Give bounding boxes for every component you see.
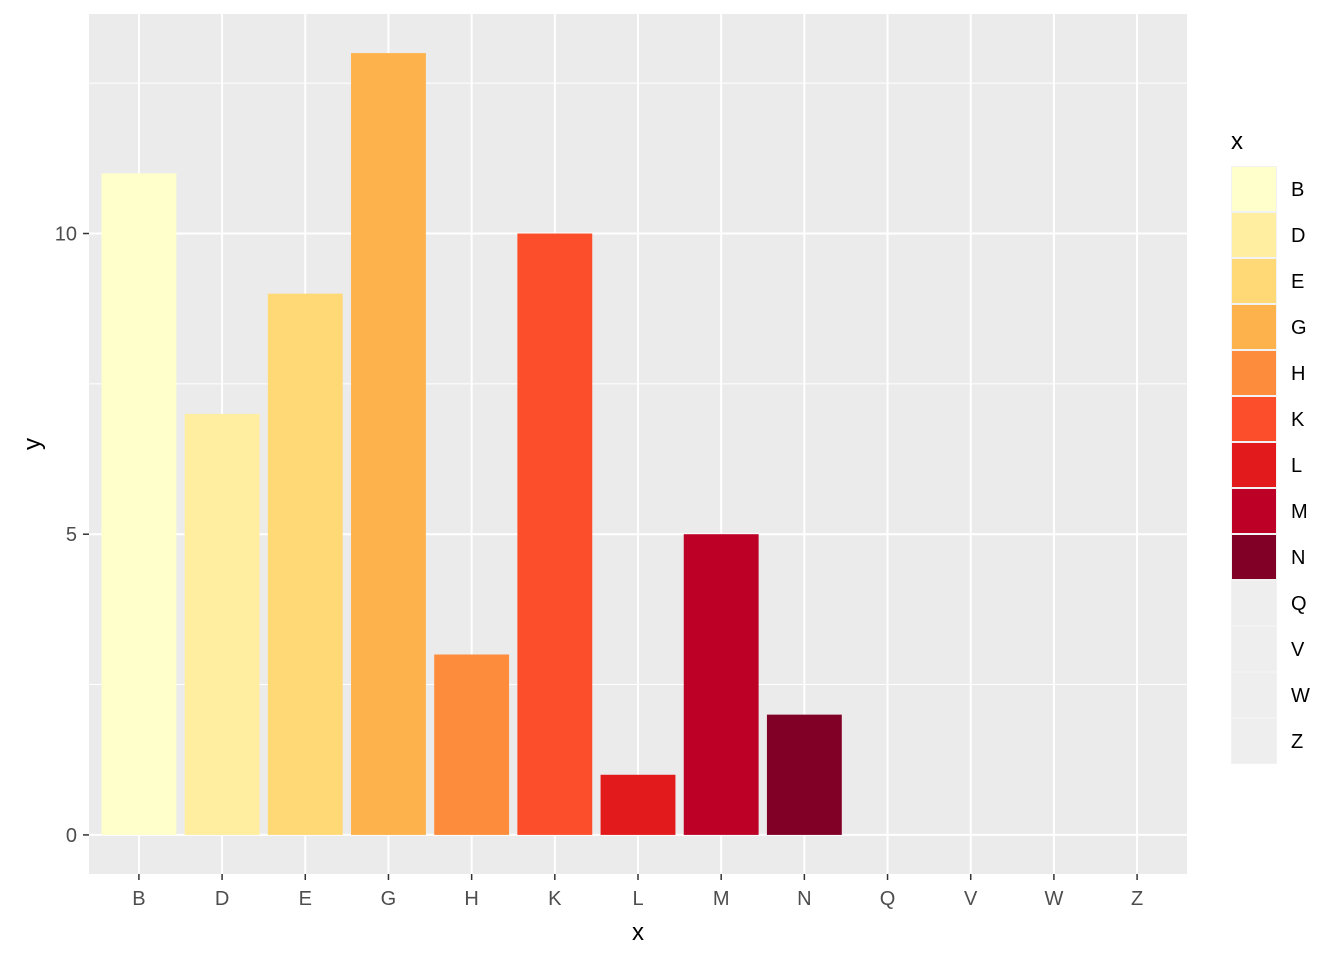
legend-swatch-M (1232, 489, 1276, 533)
x-tick-label: W (1044, 888, 1063, 910)
x-tick-label: H (464, 888, 478, 910)
legend-label: B (1291, 179, 1304, 201)
x-tick-label: K (548, 888, 562, 910)
x-tick-label: E (299, 888, 312, 910)
x-tick-label: N (797, 888, 811, 910)
legend-swatch-D (1232, 213, 1276, 257)
x-tick-label: M (713, 888, 730, 910)
legend-label: M (1291, 501, 1308, 523)
bar-N (766, 714, 842, 835)
legend-label: L (1291, 455, 1302, 477)
legend-keys: B D E G H K L M N Q V W Z (1231, 166, 1310, 764)
bar-G (351, 53, 426, 835)
legend-label: W (1291, 685, 1310, 707)
legend-swatch-Q (1232, 581, 1276, 625)
bar-K (517, 233, 593, 835)
legend-label: V (1291, 639, 1305, 661)
legend-swatch-B (1232, 167, 1276, 211)
legend-label: Q (1291, 593, 1307, 615)
legend-label: N (1291, 547, 1305, 569)
y-tick-label: 5 (66, 524, 77, 546)
legend-swatch-G (1232, 305, 1276, 349)
legend-swatch-H (1232, 351, 1276, 395)
legend-swatch-K (1232, 397, 1276, 441)
y-axis: 0 5 10 (55, 224, 89, 847)
legend-label: D (1291, 225, 1305, 247)
x-axis-title: x (632, 919, 644, 946)
x-tick-label: Z (1131, 888, 1143, 910)
x-tick-label: D (215, 888, 229, 910)
legend-swatch-N (1232, 535, 1276, 579)
bar-D (184, 413, 260, 835)
legend-label: H (1291, 363, 1305, 385)
legend-label: Z (1291, 731, 1303, 753)
y-tick-label: 10 (55, 224, 77, 246)
bar-L (600, 774, 676, 835)
legend-swatch-W (1232, 673, 1276, 717)
legend-label: G (1291, 317, 1307, 339)
y-axis-title: y (19, 438, 46, 450)
x-tick-label: B (132, 888, 145, 910)
x-tick-label: L (632, 888, 643, 910)
bar-H (434, 654, 510, 835)
legend-swatch-L (1232, 443, 1276, 487)
bar-M (683, 534, 759, 835)
legend: x B D E G H K L M N Q V W Z (1231, 128, 1310, 764)
legend-label: E (1291, 271, 1304, 293)
legend-title: x (1231, 128, 1243, 155)
legend-label: K (1291, 409, 1305, 431)
legend-swatch-E (1232, 259, 1276, 303)
y-tick-label: 0 (66, 825, 77, 847)
bar-E (267, 293, 343, 835)
legend-swatch-Z (1232, 719, 1276, 763)
x-tick-label: Q (880, 888, 896, 910)
legend-swatch-V (1232, 627, 1276, 671)
x-tick-label: V (964, 888, 978, 910)
bar-B (101, 173, 177, 835)
x-tick-label: G (381, 888, 397, 910)
bars (101, 53, 842, 835)
